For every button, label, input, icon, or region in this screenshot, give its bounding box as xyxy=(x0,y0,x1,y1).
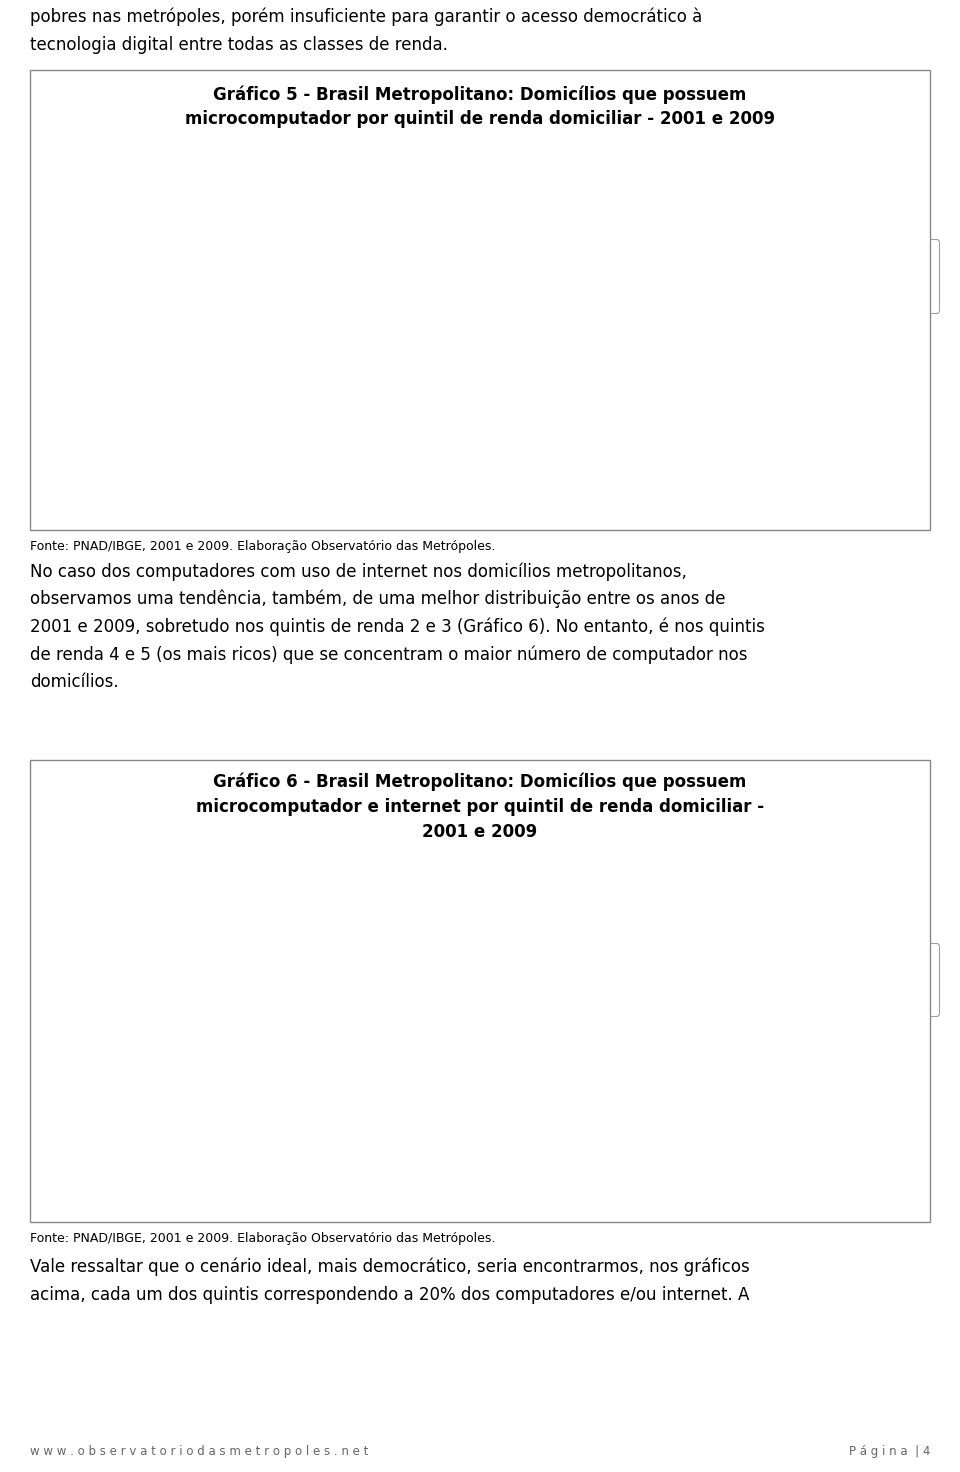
Text: 35,2: 35,2 xyxy=(747,309,777,322)
Legend: 2001, 2009: 2001, 2009 xyxy=(842,942,939,1016)
Bar xyxy=(403,456,452,500)
Bar xyxy=(310,446,360,500)
Text: 1,7: 1,7 xyxy=(275,1167,296,1181)
Bar xyxy=(118,1185,168,1192)
Bar xyxy=(260,483,310,500)
Bar xyxy=(403,1161,452,1192)
Text: w w w . o b s e r v a t o r i o d a s m e t r o p o l e s . n e t: w w w . o b s e r v a t o r i o d a s m … xyxy=(30,1446,369,1457)
Text: No caso dos computadores com uso de internet nos domicílios metropolitanos,
obse: No caso dos computadores com uso de inte… xyxy=(30,562,765,692)
Bar xyxy=(737,1007,786,1192)
Bar xyxy=(687,210,737,500)
Text: Fonte: PNAD/IBGE, 2001 e 2009. Elaboração Observatório das Metrópoles.: Fonte: PNAD/IBGE, 2001 e 2009. Elaboraçã… xyxy=(30,540,495,553)
Bar xyxy=(168,1170,218,1192)
Bar xyxy=(118,490,168,500)
Text: pobres nas metrópoles, porém insuficiente para garantir o acesso democrático à
t: pobres nas metrópoles, porém insuficient… xyxy=(30,7,703,54)
Bar xyxy=(737,327,786,500)
Text: 17,2: 17,2 xyxy=(463,1095,492,1108)
Text: 18,8: 18,8 xyxy=(463,390,492,403)
Bar xyxy=(594,1054,644,1192)
Text: 8,9: 8,9 xyxy=(324,1133,346,1147)
Bar xyxy=(310,1151,360,1192)
Text: 11: 11 xyxy=(326,428,344,442)
Bar xyxy=(452,408,502,500)
Text: 26,8: 26,8 xyxy=(555,350,585,364)
Text: 58,8: 58,8 xyxy=(697,193,727,206)
Text: 4,6: 4,6 xyxy=(182,1154,204,1167)
Text: Gráfico 6 - Brasil Metropolitano: Domicílios que possuem
microcomputador e inter: Gráfico 6 - Brasil Metropolitano: Domicí… xyxy=(196,771,764,841)
Bar xyxy=(545,368,594,500)
Text: 65,9: 65,9 xyxy=(697,867,727,880)
Text: Fonte: PNAD/IBGE, 2001 e 2009. Elaboração Observatório das Metrópoles.: Fonte: PNAD/IBGE, 2001 e 2009. Elaboraçã… xyxy=(30,1232,495,1245)
Bar xyxy=(687,885,737,1192)
Text: Vale ressaltar que o cenário ideal, mais democrático, seria encontrarmos, nos gr: Vale ressaltar que o cenário ideal, mais… xyxy=(30,1259,750,1304)
Text: Gráfico 5 - Brasil Metropolitano: Domicílios que possuem
microcomputador por qui: Gráfico 5 - Brasil Metropolitano: Domicí… xyxy=(185,85,775,128)
Text: 1,5: 1,5 xyxy=(132,1169,154,1181)
Bar xyxy=(594,358,644,500)
Text: 29: 29 xyxy=(612,340,628,353)
Text: 3,5: 3,5 xyxy=(275,465,296,478)
Bar xyxy=(260,1183,310,1192)
Text: 39,7: 39,7 xyxy=(747,989,777,1002)
Bar xyxy=(452,1111,502,1192)
Text: 6,6: 6,6 xyxy=(418,1144,438,1157)
Legend: 2001, 2009: 2001, 2009 xyxy=(842,238,939,312)
Bar xyxy=(545,1079,594,1192)
Text: P á g i n a  | 4: P á g i n a | 4 xyxy=(849,1446,930,1457)
Text: 1,9: 1,9 xyxy=(132,474,154,487)
Text: 29,6: 29,6 xyxy=(605,1036,635,1050)
Text: 24,3: 24,3 xyxy=(555,1061,585,1075)
Text: 6: 6 xyxy=(189,453,197,467)
Bar xyxy=(168,471,218,500)
Text: 9: 9 xyxy=(423,439,432,452)
